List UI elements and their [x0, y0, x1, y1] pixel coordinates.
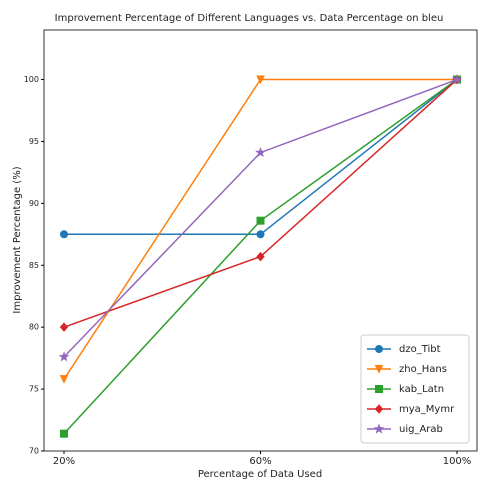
series-line: [64, 78, 458, 236]
y-tick-label: 100: [24, 75, 39, 84]
y-tick-label: 95: [29, 137, 39, 146]
legend-label: zho_Hans: [399, 364, 447, 375]
marker: [58, 351, 70, 362]
legend-label: uig_Arab: [399, 424, 443, 435]
y-axis-label: Improvement Percentage (%): [12, 166, 23, 313]
marker: [375, 345, 383, 353]
y-tick-label: 75: [29, 385, 39, 394]
marker: [374, 365, 384, 374]
marker: [59, 375, 69, 384]
marker: [256, 75, 265, 85]
marker: [60, 230, 68, 239]
y-tick-label: 85: [29, 261, 39, 270]
marker: [256, 230, 265, 239]
marker: [451, 73, 463, 85]
series-line: [63, 78, 457, 380]
marker: [373, 423, 385, 434]
marker: [375, 385, 383, 393]
y-tick-label: 70: [29, 447, 39, 456]
x-tick-label: 20%: [53, 456, 75, 467]
marker: [60, 429, 68, 438]
x-tick-label: 60%: [249, 456, 271, 467]
marker: [256, 216, 265, 225]
legend-box: [360, 334, 470, 444]
y-tick-label: 80: [29, 323, 39, 332]
legend: dzo_Tibt zho_Hans kab_Latn mya_Mymr uig_Arab: [360, 334, 470, 444]
legend-label: mya_Mymr: [399, 404, 455, 415]
legend-label: kab_Latn: [399, 384, 444, 395]
marker: [256, 251, 265, 262]
marker: [255, 146, 266, 158]
marker: [374, 404, 384, 414]
chart-title: Improvement Percentage of Different Lang…: [55, 13, 444, 24]
x-axis-label: Percentage of Data Used: [198, 469, 322, 480]
legend-label: dzo_Tibt: [399, 344, 441, 355]
marker: [59, 322, 69, 332]
x-tick-label: 100%: [443, 456, 472, 467]
y-tick-label: 90: [29, 199, 39, 208]
